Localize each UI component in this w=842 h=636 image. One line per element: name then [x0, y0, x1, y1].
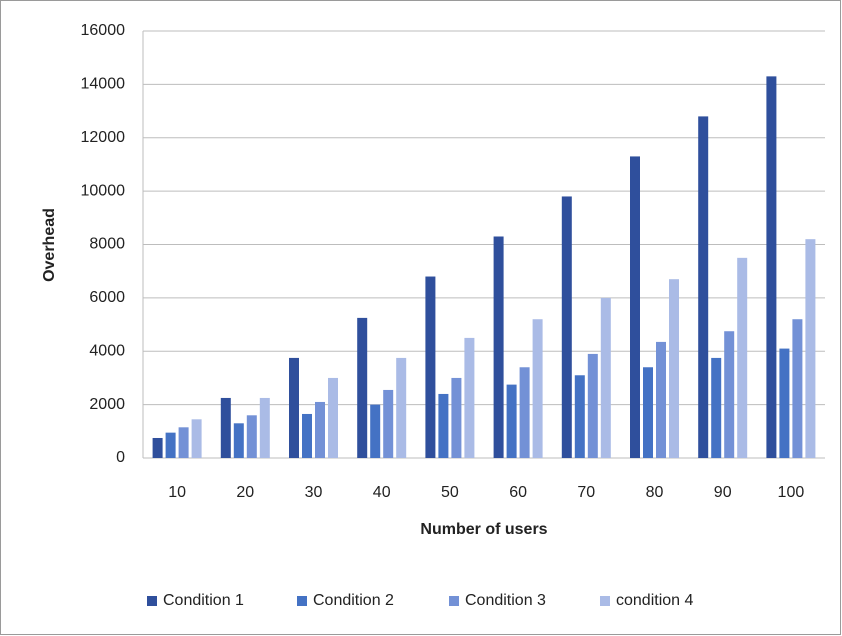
bar [191, 419, 202, 458]
bar [178, 427, 189, 458]
bar [519, 367, 530, 458]
bar [233, 423, 244, 458]
x-tick-label: 80 [646, 484, 664, 501]
x-tick-label: 90 [714, 484, 732, 501]
bar [152, 437, 163, 458]
bar [289, 357, 299, 458]
legend-swatch [600, 596, 610, 606]
bar [600, 297, 611, 458]
bar [792, 319, 803, 458]
bar [561, 196, 572, 458]
bar [643, 367, 653, 458]
legend-label: Condition 2 [313, 592, 394, 609]
y-axis-label: Overhead [41, 208, 58, 282]
bar [698, 116, 709, 459]
y-tick-label: 8000 [89, 236, 125, 253]
y-tick-label: 10000 [81, 182, 126, 199]
x-tick-label: 50 [441, 484, 459, 501]
bar [396, 357, 407, 458]
bar [425, 276, 436, 458]
bar [574, 375, 585, 458]
bar [438, 393, 449, 458]
y-tick-label: 12000 [81, 129, 126, 146]
x-tick-label: 60 [509, 484, 527, 501]
bar [724, 331, 735, 458]
bar [259, 397, 270, 458]
bar [766, 76, 777, 459]
bar [357, 317, 368, 458]
legend-swatch [147, 596, 157, 606]
x-tick-label: 20 [236, 484, 254, 501]
legend-swatch [297, 596, 307, 606]
x-tick-label: 70 [577, 484, 595, 501]
bar [587, 353, 598, 458]
y-tick-label: 6000 [89, 289, 125, 306]
bar [656, 341, 666, 458]
legend-label: condition 4 [616, 592, 693, 609]
bar [737, 257, 748, 458]
x-tick-label: 40 [373, 484, 391, 501]
y-tick-label: 16000 [81, 22, 126, 39]
legend-label: Condition 1 [163, 592, 244, 609]
x-tick-label: 10 [168, 484, 186, 501]
bar [464, 337, 475, 458]
bar [532, 319, 543, 458]
bar [383, 389, 394, 458]
legend-swatch [449, 596, 459, 606]
x-tick-label: 100 [778, 484, 805, 501]
bar [246, 415, 257, 458]
bar [506, 384, 517, 458]
bar [669, 279, 679, 458]
bar [165, 432, 176, 458]
bar [630, 156, 640, 458]
bar [302, 413, 312, 458]
bar [220, 397, 231, 458]
bar [493, 236, 504, 458]
bar [370, 404, 381, 458]
y-tick-label: 2000 [89, 396, 125, 413]
bar [328, 377, 338, 458]
x-tick-label: 30 [305, 484, 323, 501]
bar [805, 239, 816, 458]
legend-label: Condition 3 [465, 592, 546, 609]
x-axis-label: Number of users [420, 521, 547, 538]
bar [711, 357, 722, 458]
y-tick-label: 14000 [81, 76, 126, 93]
y-tick-label: 4000 [89, 342, 125, 359]
bar [315, 401, 325, 458]
bar [779, 348, 790, 458]
bar [451, 377, 462, 458]
y-tick-label: 0 [116, 449, 125, 466]
